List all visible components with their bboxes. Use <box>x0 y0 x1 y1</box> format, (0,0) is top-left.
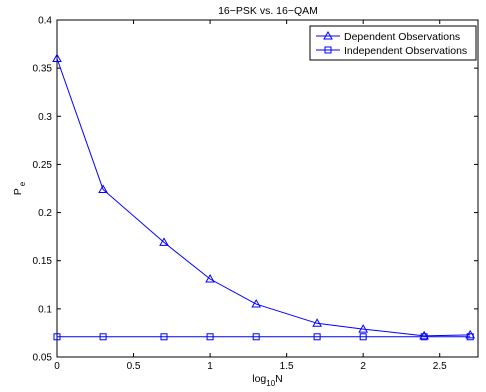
y-tick-label: 0.3 <box>38 112 52 123</box>
x-axis-label-tail: N <box>275 373 283 385</box>
data-point-triangle <box>52 53 62 63</box>
x-tick-label: 0 <box>54 361 60 372</box>
y-tick-label: 0.05 <box>33 353 53 364</box>
x-axis-label-base: log <box>252 373 266 385</box>
data-point-square <box>420 333 428 341</box>
y-axis-label-subscript: e <box>18 181 27 186</box>
data-point-square <box>53 333 61 341</box>
series-triangle <box>52 53 476 340</box>
data-point-triangle <box>205 274 215 283</box>
series-line <box>56 58 471 337</box>
legend-label: Independent Observations <box>344 45 467 57</box>
y-tick-label: 0.2 <box>38 208 52 219</box>
plot-area <box>56 19 479 358</box>
data-point-square <box>99 333 107 341</box>
y-tick-label: 0.35 <box>33 64 53 75</box>
series-square <box>53 333 474 341</box>
x-axis-label-subscript: 10 <box>266 379 275 388</box>
data-point-triangle <box>465 329 476 339</box>
data-point-square <box>252 333 260 341</box>
x-axis-label: log10N <box>252 373 283 388</box>
data-point-square <box>206 333 214 341</box>
y-tick-label: 0.15 <box>33 256 53 267</box>
x-tick-label: 1.5 <box>280 361 294 372</box>
legend-entry: Dependent Observations <box>316 30 460 43</box>
data-point-triangle <box>312 318 322 327</box>
data-point-square <box>466 333 474 341</box>
x-tick-label: 2 <box>360 361 366 372</box>
data-point-triangle <box>98 184 108 193</box>
x-tick-label: 0.5 <box>127 361 141 372</box>
legend-box <box>309 25 477 61</box>
legend-marker-triangle <box>323 30 333 40</box>
data-point-triangle <box>358 324 369 333</box>
series-layer <box>52 53 476 341</box>
data-point-square <box>160 333 168 341</box>
legend-marker-square <box>324 46 332 54</box>
y-axis-label: Pe <box>12 181 27 195</box>
y-tick-label: 0.1 <box>38 304 52 315</box>
data-point-triangle <box>251 299 262 308</box>
axes: 0 0.5 1 1.5 2 2.5 0.05 0.1 0.15 0.2 0.25 0.3 0.35 0.4 <box>33 16 478 372</box>
y-tick-label: 0.4 <box>38 16 52 27</box>
x-tick-label: 1 <box>207 361 213 372</box>
x-tick-label: 2.5 <box>433 361 447 372</box>
y-axis-label-base: P <box>12 188 24 195</box>
data-point-square <box>359 333 367 341</box>
chart-title: 16−PSK vs. 16−QAM <box>218 5 318 17</box>
legend-label: Dependent Observations <box>344 31 460 43</box>
legend-entry: Independent Observations <box>316 45 467 57</box>
legend: Dependent Observations Independent Observ… <box>309 25 477 61</box>
data-point-square <box>313 333 321 341</box>
data-point-triangle <box>419 330 429 340</box>
y-tick-label: 0.25 <box>33 160 53 171</box>
data-point-triangle <box>159 237 169 246</box>
